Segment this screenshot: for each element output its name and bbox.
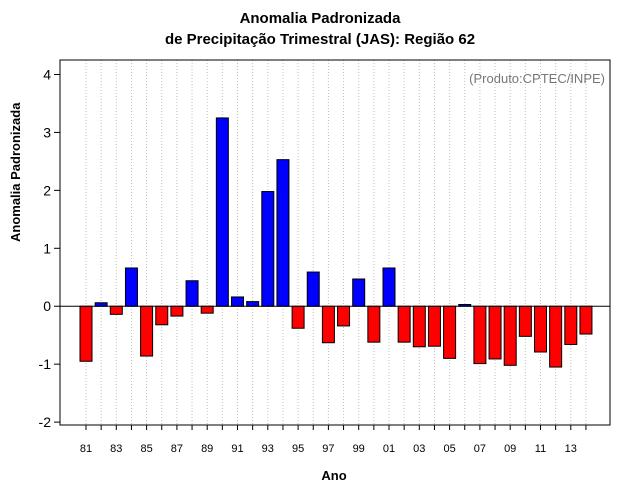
x-tick-label: 85 — [140, 443, 152, 455]
y-tick-label: 3 — [43, 124, 51, 140]
bar-1981 — [79, 305, 93, 362]
x-tick-label: 89 — [201, 443, 213, 455]
y-tick-label: 1 — [43, 240, 51, 256]
bar-2009 — [503, 305, 517, 366]
bar-2008 — [488, 305, 502, 360]
bar-2005 — [443, 305, 457, 359]
bar-1995 — [291, 305, 305, 329]
bar-2013 — [564, 305, 578, 345]
x-tick-label: 13 — [565, 443, 577, 455]
bar-1998 — [337, 305, 351, 327]
bar-2004 — [427, 305, 441, 347]
x-tick-label: 99 — [353, 443, 365, 455]
y-tick-label: -1 — [39, 356, 52, 372]
bar-1996 — [306, 271, 320, 307]
bar-2001 — [382, 267, 396, 307]
bar-1984 — [124, 267, 138, 307]
chart-title-line2: de Precipitação Trimestral (JAS): Região… — [164, 31, 476, 48]
bar-1991 — [231, 296, 244, 307]
bar-1989 — [200, 305, 214, 314]
x-tick-label: 83 — [110, 443, 122, 455]
x-tick-label: 01 — [383, 443, 395, 455]
bar-2003 — [412, 305, 426, 348]
bar-2012 — [549, 305, 563, 368]
watermark-text: (Produto:CPTEC/INPE) — [469, 71, 605, 86]
bar-2014 — [579, 305, 593, 335]
bar-1993 — [261, 191, 275, 307]
bar-2000 — [367, 305, 381, 343]
bar-1982 — [94, 302, 108, 307]
bar-2007 — [473, 305, 487, 365]
y-tick-label: 0 — [43, 298, 51, 314]
bar-1985 — [140, 305, 154, 357]
y-tick-label: 4 — [43, 66, 51, 82]
chart-title-line1: Anomalia Padronizada — [239, 10, 401, 27]
bar-2010 — [518, 305, 532, 337]
bar-2011 — [534, 305, 547, 353]
bar-1987 — [170, 305, 184, 317]
bar-1992 — [246, 301, 260, 307]
x-tick-label: 09 — [504, 443, 516, 455]
bar-1983 — [109, 305, 123, 315]
x-tick-label: 03 — [413, 443, 425, 455]
x-tick-label: 93 — [262, 443, 274, 455]
x-tick-label: 05 — [443, 443, 455, 455]
bar-1988 — [185, 280, 199, 307]
bar-1997 — [321, 305, 335, 344]
bar-1990 — [215, 117, 229, 307]
bar-1986 — [155, 305, 169, 326]
x-axis-label: Ano — [321, 468, 347, 483]
plot-frame — [59, 59, 611, 426]
x-tick-label: 97 — [322, 443, 334, 455]
bar-1994 — [276, 159, 290, 307]
x-tick-label: 87 — [171, 443, 183, 455]
bar-1999 — [352, 278, 366, 307]
x-tick-label: 11 — [535, 443, 546, 455]
x-tick-label: 81 — [80, 443, 92, 455]
x-tick-label: 95 — [292, 443, 304, 455]
x-tick-label: 91 — [231, 443, 243, 455]
y-tick-label: 2 — [43, 182, 51, 198]
bar-2002 — [397, 305, 411, 343]
y-tick-label: -2 — [39, 414, 52, 430]
x-tick-label: 07 — [474, 443, 486, 455]
